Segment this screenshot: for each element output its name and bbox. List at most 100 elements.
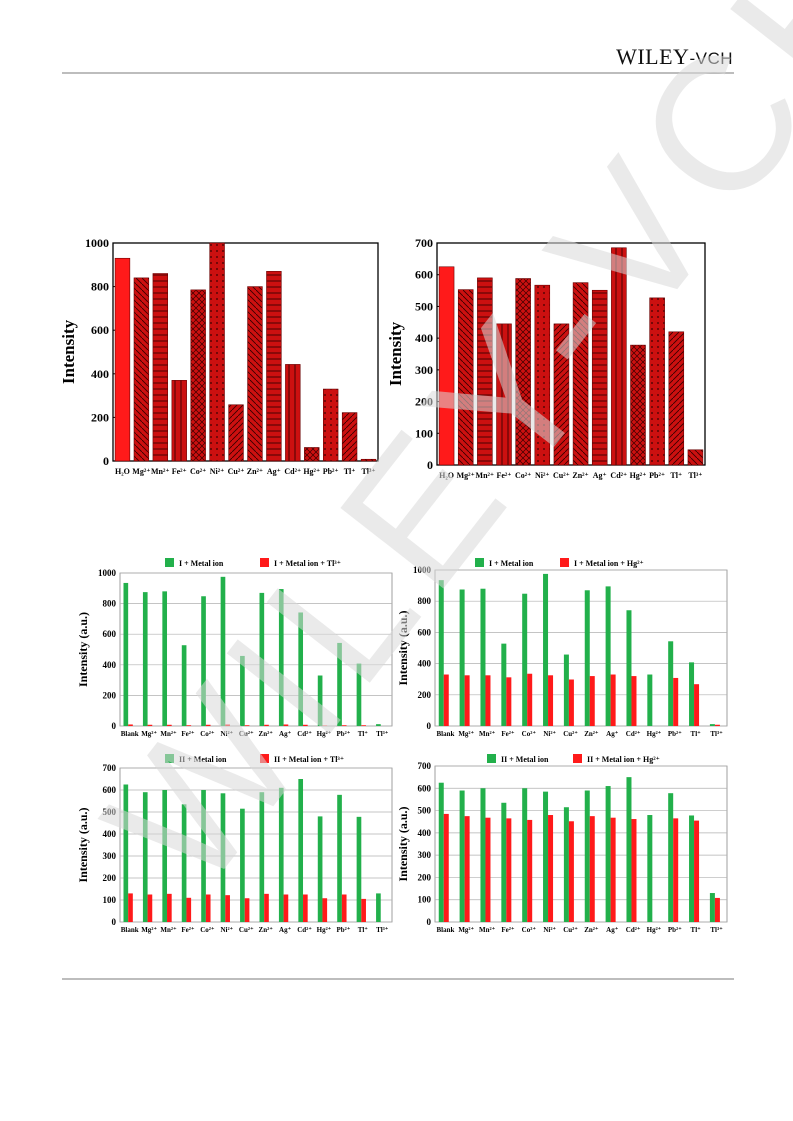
- bar-with-analyte: [303, 724, 308, 726]
- x-tick-label: Hg²⁺: [630, 471, 647, 480]
- x-tick-label: Pb²⁺: [668, 730, 682, 738]
- bar-with-analyte: [464, 675, 470, 726]
- footer-rule: [62, 978, 734, 980]
- bar-metal-ion: [123, 582, 129, 726]
- bar-with-analyte: [283, 894, 289, 922]
- bar-metal-ion: [438, 782, 444, 922]
- legend-label: II + Metal ion + Hg²⁺: [587, 755, 660, 764]
- y-tick-label: 200: [91, 410, 109, 424]
- x-tick-label: Cd²⁺: [297, 730, 312, 738]
- x-tick-label: Ag⁺: [606, 730, 619, 738]
- x-tick-label: Co²⁺: [200, 730, 215, 738]
- legend-swatch: [260, 754, 269, 763]
- bar-with-analyte: [361, 725, 366, 726]
- x-tick-label: Ni²⁺: [543, 730, 556, 738]
- bar-metal-ion: [259, 792, 265, 922]
- bar-with-analyte: [714, 897, 720, 922]
- y-tick-label: 0: [103, 454, 109, 468]
- bar: [457, 289, 474, 466]
- y-tick-label: 600: [91, 323, 109, 337]
- x-tick-label: Tl⁺: [670, 471, 682, 480]
- x-tick-label: Co²⁺: [522, 730, 537, 738]
- bar-with-analyte: [714, 724, 720, 726]
- x-tick-label: Hg²⁺: [647, 926, 662, 934]
- logo-suffix: -VCH: [689, 49, 733, 68]
- x-tick-label: Hg²⁺: [317, 926, 332, 934]
- y-tick-label: 0: [427, 458, 433, 472]
- bar: [649, 297, 665, 466]
- x-tick-label: Mn²⁺: [479, 730, 496, 738]
- bar-metal-ion: [689, 815, 695, 922]
- x-tick-label: Mg²⁺: [458, 926, 474, 934]
- y-tick-label: 800: [418, 596, 432, 606]
- legend-swatch: [560, 558, 569, 567]
- bar: [360, 458, 377, 462]
- wiley-vch-logo: WILEY-VCH: [616, 44, 733, 70]
- logo-main: WILEY: [616, 44, 690, 69]
- bar: [133, 277, 150, 462]
- bar-metal-ion: [356, 816, 362, 922]
- bar-with-analyte: [205, 894, 211, 922]
- y-tick-label: 800: [91, 280, 109, 294]
- bar-with-analyte: [610, 674, 616, 726]
- x-tick-label: Cd²⁺: [284, 467, 301, 476]
- y-axis-label: Intensity (a.u.): [396, 610, 410, 685]
- bar: [572, 282, 589, 466]
- y-tick-label: 700: [103, 763, 117, 773]
- bar-metal-ion: [605, 586, 611, 726]
- y-tick-label: 0: [427, 917, 432, 927]
- y-tick-label: 400: [415, 331, 433, 345]
- bar-metal-ion: [626, 610, 632, 726]
- legend-swatch: [573, 754, 582, 763]
- x-tick-label: Mn²⁺: [476, 471, 495, 480]
- x-tick-label: Tl⁺: [358, 730, 369, 738]
- bar-with-analyte: [264, 893, 269, 922]
- plot-frame: [436, 242, 706, 466]
- y-tick-label: 200: [418, 872, 432, 882]
- y-tick-label: 200: [418, 690, 432, 700]
- legend-label: II + Metal ion: [179, 755, 227, 764]
- x-tick-label: Ag⁺: [593, 471, 607, 480]
- bar: [630, 344, 646, 466]
- x-tick-label: Tl³⁺: [710, 730, 723, 738]
- bar: [496, 323, 512, 466]
- bar-with-analyte: [443, 674, 449, 726]
- x-tick-label: Pb²⁺: [336, 926, 350, 934]
- y-tick-label: 0: [112, 721, 117, 731]
- bar-with-analyte: [548, 675, 554, 726]
- bar-metal-ion: [123, 784, 129, 922]
- bar: [341, 412, 358, 462]
- x-tick-label: Cu²⁺: [563, 730, 578, 738]
- x-tick-label: Fe²⁺: [496, 471, 511, 480]
- y-tick-label: 700: [415, 236, 433, 250]
- y-tick-label: 400: [103, 829, 117, 839]
- y-axis-label: Intensity: [386, 321, 405, 386]
- x-tick-label: Co²⁺: [200, 926, 215, 934]
- bar-metal-ion: [337, 794, 342, 922]
- bar: [304, 447, 320, 462]
- x-tick-label: Tl⁺: [691, 730, 702, 738]
- bar-with-analyte: [506, 677, 512, 726]
- chart-middle-left: 0 200 400 600 800 1000 Blank Mg²⁺ Mn²⁺ Fe²⁺ Co²⁺ Ni…: [76, 558, 393, 738]
- bar-with-analyte: [205, 724, 211, 726]
- plot-frame: [112, 242, 379, 462]
- bar-metal-ion: [459, 589, 465, 726]
- bar-metal-ion: [220, 793, 226, 922]
- chart-top-left: 0 200 400 600 800 1000 H₂O Mg²⁺ Mn²⁺ Fe²⁺ Co²⁺ Ni²⁺…: [59, 236, 379, 476]
- x-tick-label: Fe²⁺: [172, 467, 187, 476]
- bar-with-analyte: [485, 817, 491, 922]
- bar-with-analyte: [631, 676, 637, 726]
- bar-with-analyte: [322, 898, 328, 922]
- x-tick-label: Tl⁺: [344, 467, 356, 476]
- x-tick-label: Mn²⁺: [160, 730, 177, 738]
- y-axis-label: Intensity (a.u.): [76, 612, 90, 687]
- legend-swatch: [165, 754, 174, 763]
- x-tick-label: Tl³⁺: [688, 471, 702, 480]
- x-tick-label: Fe²⁺: [181, 926, 194, 934]
- bar-with-analyte: [589, 676, 595, 726]
- x-tick-label: Ni²⁺: [220, 926, 233, 934]
- bar: [687, 449, 704, 466]
- bar-with-analyte: [341, 894, 347, 922]
- x-tick-label: Pb²⁺: [668, 926, 682, 934]
- bar-metal-ion: [709, 724, 715, 726]
